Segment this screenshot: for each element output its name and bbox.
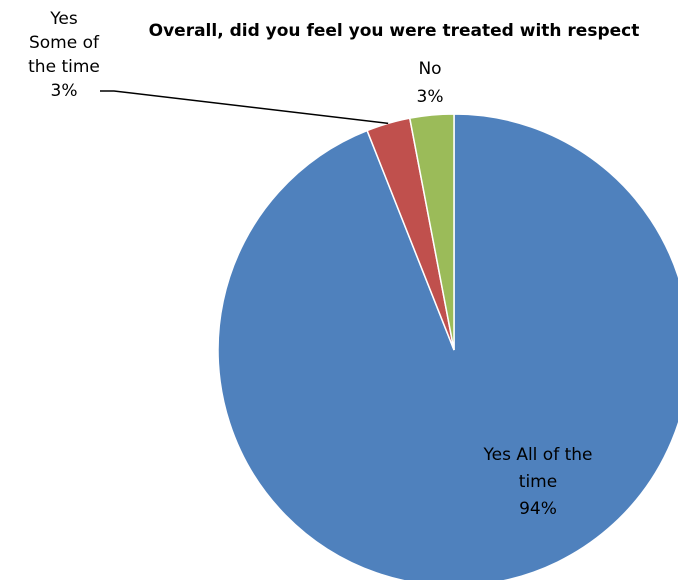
pie-slices <box>217 113 678 580</box>
chart-title: Overall, did you feel you were treated w… <box>149 21 640 41</box>
data-label-yes-all-of-the-time: Yes All of the time 94% <box>482 445 592 519</box>
pie-slice-yes-all-of-the-time <box>217 113 678 580</box>
data-label-no: No 3% <box>417 59 444 107</box>
data-label-yes-some-of-the-time: Yes Some of the time 3% <box>28 9 100 101</box>
leader-lines <box>100 90 389 125</box>
data-labels: Yes All of the time 94% Yes Some of the time 3… <box>28 9 592 519</box>
pie-slice-no <box>408 113 455 351</box>
leader-line-yes-some-of-the-time <box>100 90 389 125</box>
